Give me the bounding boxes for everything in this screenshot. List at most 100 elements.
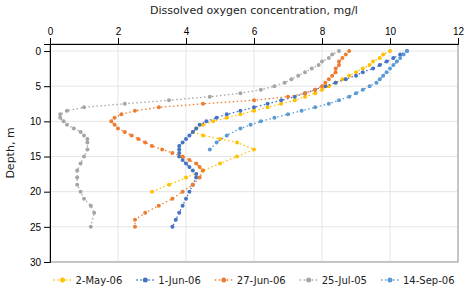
point (238, 109, 242, 113)
point (334, 67, 338, 71)
x-tick-mark (322, 38, 323, 44)
grid-line-x (254, 44, 255, 262)
point (62, 119, 66, 123)
point (327, 102, 331, 106)
legend-marker (143, 278, 148, 283)
point (72, 126, 76, 130)
point (249, 123, 253, 127)
point (177, 144, 181, 148)
point (215, 116, 219, 120)
point (167, 183, 171, 187)
legend-marker (306, 278, 311, 283)
point (160, 147, 164, 151)
point (191, 130, 195, 134)
point (113, 116, 117, 120)
point (381, 74, 385, 78)
series (208, 49, 409, 151)
point (113, 123, 117, 127)
grid-line-x (186, 44, 187, 262)
x-tick-mark (254, 38, 255, 44)
point (167, 98, 171, 102)
point (58, 116, 62, 120)
series-line (210, 51, 407, 149)
x-tick-label: 0 (48, 26, 54, 37)
point (187, 133, 191, 137)
point (320, 88, 324, 92)
point (170, 197, 174, 201)
point (181, 204, 185, 208)
plot: 024681012051015202530 (30, 26, 465, 268)
point (218, 162, 222, 166)
legend-item: 14-Sep-06 (381, 275, 455, 286)
grid-line-y (50, 51, 458, 52)
x-tick-mark (458, 38, 459, 44)
point (313, 105, 317, 109)
point (238, 126, 242, 130)
point (334, 81, 338, 85)
point (174, 218, 178, 222)
x-tick: 2 (116, 26, 122, 44)
point (313, 88, 317, 92)
point (289, 77, 293, 81)
point (133, 218, 137, 222)
x-tick-label: 12 (453, 26, 465, 37)
point (201, 133, 205, 137)
point (82, 197, 86, 201)
series-line (111, 51, 349, 227)
point (259, 88, 263, 92)
point (201, 169, 205, 173)
y-tick: 0 (35, 46, 50, 57)
point (368, 63, 372, 67)
point (208, 95, 212, 99)
point (286, 95, 290, 99)
point (85, 140, 89, 144)
series-line (60, 51, 339, 227)
title: Dissolved oxygen concentration, mg/l (150, 4, 358, 17)
point (361, 70, 365, 74)
point (286, 112, 290, 116)
series (170, 49, 409, 229)
point (344, 77, 348, 81)
legend-marker (221, 278, 226, 283)
point (208, 147, 212, 151)
x-tick: 6 (252, 26, 258, 44)
point (191, 183, 195, 187)
point (354, 74, 358, 78)
point (170, 151, 174, 155)
grid-line-x (322, 44, 323, 262)
point (194, 126, 198, 130)
y-tick-mark (44, 86, 50, 87)
y-tick-mark (44, 157, 50, 158)
legend-marker (60, 278, 65, 283)
point (85, 147, 89, 151)
point (187, 158, 191, 162)
series (58, 49, 341, 229)
point (378, 63, 382, 67)
series-line (152, 51, 390, 192)
point (194, 176, 198, 180)
point (225, 116, 229, 120)
y-tick-mark (44, 51, 50, 52)
grid-line-y (50, 226, 458, 227)
point (310, 67, 314, 71)
point (303, 95, 307, 99)
point (303, 91, 307, 95)
point (378, 77, 382, 81)
legend-item: 25-Jul-05 (300, 275, 367, 286)
legend-label: 27-Jun-06 (237, 275, 286, 286)
grid-line-x (390, 44, 391, 262)
point (92, 211, 96, 215)
point (133, 225, 137, 229)
x-tick: 0 (48, 26, 54, 44)
point (181, 190, 185, 194)
point (184, 197, 188, 201)
point (157, 105, 161, 109)
x-tick-mark (50, 38, 51, 44)
point (320, 60, 324, 64)
point (398, 56, 402, 60)
x-tick: 12 (453, 26, 465, 44)
point (279, 102, 283, 106)
point (238, 91, 242, 95)
point (405, 49, 409, 53)
point (181, 155, 185, 159)
